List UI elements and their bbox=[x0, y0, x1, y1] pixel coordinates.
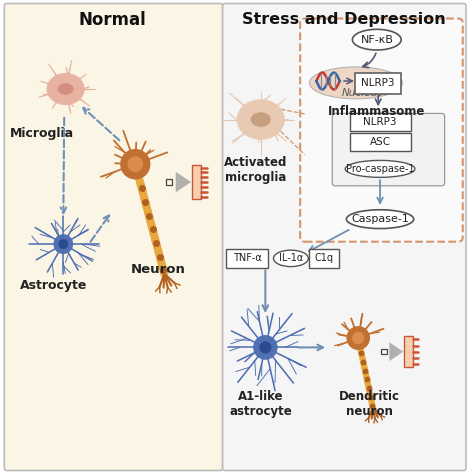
Text: A1-like
astrocyte: A1-like astrocyte bbox=[229, 390, 292, 418]
Ellipse shape bbox=[353, 29, 401, 50]
Text: Inflammasome: Inflammasome bbox=[328, 105, 426, 118]
Ellipse shape bbox=[54, 234, 73, 254]
Bar bbox=[166, 179, 173, 185]
Ellipse shape bbox=[58, 239, 68, 249]
Ellipse shape bbox=[46, 73, 85, 105]
Text: NLRP3: NLRP3 bbox=[363, 118, 397, 128]
Polygon shape bbox=[176, 172, 191, 192]
Ellipse shape bbox=[273, 250, 308, 266]
Text: Pro-caspase-1: Pro-caspase-1 bbox=[346, 164, 414, 174]
Text: Nucleus: Nucleus bbox=[342, 88, 383, 98]
Ellipse shape bbox=[128, 156, 143, 172]
Ellipse shape bbox=[346, 210, 414, 228]
Ellipse shape bbox=[345, 160, 415, 177]
FancyBboxPatch shape bbox=[350, 133, 411, 151]
Ellipse shape bbox=[310, 67, 402, 99]
Text: Dendritic
neuron: Dendritic neuron bbox=[339, 390, 401, 418]
FancyBboxPatch shape bbox=[223, 3, 466, 471]
Text: C1q: C1q bbox=[314, 254, 333, 264]
FancyBboxPatch shape bbox=[350, 113, 411, 131]
Text: IL-1α: IL-1α bbox=[279, 254, 303, 264]
Text: NLRP3: NLRP3 bbox=[362, 78, 395, 88]
Text: Microglia: Microglia bbox=[10, 127, 74, 139]
Ellipse shape bbox=[120, 149, 150, 180]
Bar bbox=[192, 165, 201, 199]
FancyBboxPatch shape bbox=[4, 3, 223, 471]
Polygon shape bbox=[389, 342, 403, 361]
Text: Neuron: Neuron bbox=[131, 263, 186, 276]
Ellipse shape bbox=[352, 332, 365, 344]
FancyBboxPatch shape bbox=[355, 73, 401, 94]
FancyBboxPatch shape bbox=[332, 113, 445, 186]
Ellipse shape bbox=[259, 341, 272, 354]
Ellipse shape bbox=[346, 326, 370, 350]
Text: Stress and Depression: Stress and Depression bbox=[242, 12, 446, 27]
FancyBboxPatch shape bbox=[300, 18, 463, 242]
FancyBboxPatch shape bbox=[226, 249, 268, 268]
Text: Activated
microglia: Activated microglia bbox=[224, 156, 288, 184]
Text: Astrocyte: Astrocyte bbox=[20, 279, 88, 292]
Ellipse shape bbox=[253, 335, 278, 360]
Ellipse shape bbox=[237, 99, 285, 140]
Text: NF-κB: NF-κB bbox=[360, 35, 393, 45]
FancyBboxPatch shape bbox=[309, 249, 339, 268]
Ellipse shape bbox=[58, 83, 73, 95]
Text: Normal: Normal bbox=[78, 11, 146, 29]
Text: TNF-α: TNF-α bbox=[233, 254, 262, 264]
Ellipse shape bbox=[251, 112, 271, 127]
Bar bbox=[404, 337, 412, 367]
Text: ASC: ASC bbox=[370, 137, 391, 146]
Bar bbox=[381, 349, 387, 355]
Text: Caspase-1: Caspase-1 bbox=[351, 214, 409, 224]
